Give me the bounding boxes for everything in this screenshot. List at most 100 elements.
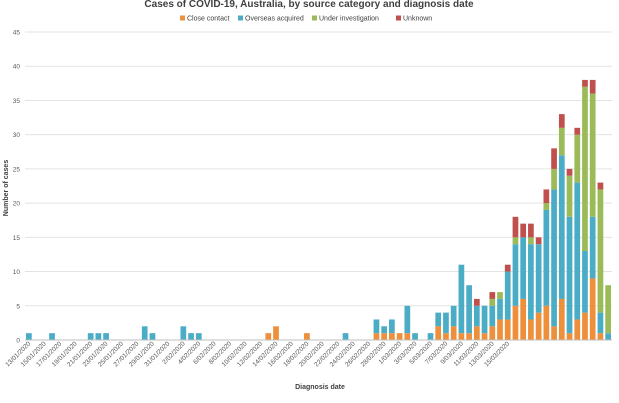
bar-segment-unknown xyxy=(597,182,604,190)
legend-label: Unknown xyxy=(403,16,432,23)
bar-segment-under-investigation xyxy=(589,93,596,217)
y-tick-label: 45 xyxy=(13,30,21,37)
bar-segment-close-contact xyxy=(373,333,380,340)
y-tick-label: 5 xyxy=(16,303,20,310)
bar-segment-overseas-acquired xyxy=(195,333,202,340)
bar-segment-under-investigation xyxy=(551,168,557,190)
bar-segment-overseas-acquired xyxy=(589,216,596,279)
bar-segment-overseas-acquired xyxy=(481,305,488,334)
bar-segment-close-contact xyxy=(443,333,449,340)
legend-swatch xyxy=(396,15,401,21)
bar-stacks xyxy=(26,79,611,340)
bar-segment-overseas-acquired xyxy=(342,333,349,340)
bar-segment-overseas-acquired xyxy=(535,244,542,313)
bar-segment-overseas-acquired xyxy=(381,326,388,334)
bar-segment-overseas-acquired xyxy=(473,305,480,327)
bar-segment-overseas-acquired xyxy=(566,216,573,334)
bar-segment-unknown xyxy=(551,148,557,169)
bar-segment-unknown xyxy=(473,298,480,306)
chart-legend: Close contact Overseas acquired Under inve… xyxy=(180,15,432,23)
bar-segment-under-investigation xyxy=(558,127,565,156)
bar-segment-overseas-acquired xyxy=(412,333,418,340)
bar-segment-overseas-acquired xyxy=(141,326,148,340)
bar-segment-close-contact xyxy=(473,326,480,340)
bar-segment-overseas-acquired xyxy=(103,333,109,340)
bar-segment-overseas-acquired xyxy=(389,319,395,334)
bar-segment-close-contact xyxy=(543,305,550,340)
bar-segment-under-investigation xyxy=(528,237,534,245)
bar-segment-overseas-acquired xyxy=(551,189,557,327)
gridlines xyxy=(25,31,612,307)
bar-segment-under-investigation xyxy=(566,175,573,217)
bar-segment-close-contact xyxy=(381,333,388,340)
legend-swatch xyxy=(238,15,243,21)
bar-segment-overseas-acquired xyxy=(497,298,503,320)
bar-segment-overseas-acquired xyxy=(520,237,527,299)
legend-label: Under investigation xyxy=(319,16,379,23)
y-tick-label: 35 xyxy=(13,98,21,105)
bar-segment-under-investigation xyxy=(597,189,604,313)
bar-segment-under-investigation xyxy=(543,203,550,210)
bar-segment-close-contact xyxy=(404,333,411,340)
legend-label: Close contact xyxy=(187,16,229,23)
bar-segment-overseas-acquired xyxy=(466,285,472,334)
bar-segment-overseas-acquired xyxy=(95,333,102,340)
bar-segment-close-contact xyxy=(458,333,465,340)
legend-swatch xyxy=(180,15,185,21)
bar-segment-close-contact xyxy=(265,333,272,340)
bar-segment-close-contact xyxy=(504,319,511,340)
bar-segment-under-investigation xyxy=(489,298,496,306)
bar-segment-overseas-acquired xyxy=(512,244,519,306)
legend-swatch xyxy=(312,15,317,21)
bar-segment-close-contact xyxy=(497,319,503,340)
bar-segment-close-contact xyxy=(481,333,488,340)
bar-segment-close-contact xyxy=(589,278,596,340)
bar-segment-close-contact xyxy=(558,298,565,340)
x-axis-ticks: 13/01/202015/01/202017/01/202019/01/2020… xyxy=(4,340,511,368)
bar-segment-unknown xyxy=(512,216,519,238)
bar-segment-unknown xyxy=(528,223,534,238)
bar-segment-unknown xyxy=(520,223,527,238)
bar-segment-overseas-acquired xyxy=(504,271,511,320)
y-axis-ticks: 0 5 10 15 20 25 30 35 40 45 xyxy=(13,30,21,345)
bar-segment-close-contact xyxy=(574,319,581,340)
bar-segment-close-contact xyxy=(273,326,279,340)
bar-segment-close-contact xyxy=(396,333,403,340)
bar-segment-close-contact xyxy=(389,333,395,340)
bar-segment-under-investigation xyxy=(512,237,519,245)
bar-segment-unknown xyxy=(489,292,496,299)
bar-segment-close-contact xyxy=(489,326,496,340)
y-tick-label: 30 xyxy=(13,132,21,139)
bar-segment-under-investigation xyxy=(605,285,611,334)
bar-segment-overseas-acquired xyxy=(87,333,94,340)
y-axis-title: Number of cases xyxy=(3,160,10,217)
bar-segment-overseas-acquired xyxy=(149,333,156,340)
y-tick-label: 15 xyxy=(13,235,21,242)
bar-segment-overseas-acquired xyxy=(582,251,588,313)
bar-segment-close-contact xyxy=(528,319,534,340)
bar-segment-close-contact xyxy=(582,312,588,340)
bar-segment-unknown xyxy=(543,189,550,204)
bar-segment-close-contact xyxy=(551,326,557,340)
bar-segment-under-investigation xyxy=(582,86,588,252)
bar-segment-overseas-acquired xyxy=(49,333,55,340)
bar-segment-overseas-acquired xyxy=(528,244,534,320)
bar-segment-unknown xyxy=(535,237,542,245)
y-tick-label: 20 xyxy=(13,201,21,208)
bar-segment-overseas-acquired xyxy=(427,333,434,340)
bar-segment-close-contact xyxy=(512,305,519,340)
bar-segment-overseas-acquired xyxy=(26,333,32,340)
bar-segment-close-contact xyxy=(566,333,573,340)
bar-segment-unknown xyxy=(566,168,573,176)
bar-segment-overseas-acquired xyxy=(574,182,581,320)
bar-segment-overseas-acquired xyxy=(458,264,465,334)
bar-segment-overseas-acquired xyxy=(597,312,604,334)
bar-segment-overseas-acquired xyxy=(435,312,442,327)
bar-segment-overseas-acquired xyxy=(605,333,611,340)
bar-segment-close-contact xyxy=(520,298,527,340)
bar-segment-overseas-acquired xyxy=(180,326,187,340)
bar-segment-overseas-acquired xyxy=(450,305,457,327)
bar-segment-overseas-acquired xyxy=(373,319,380,334)
bar-segment-close-contact xyxy=(535,312,542,340)
